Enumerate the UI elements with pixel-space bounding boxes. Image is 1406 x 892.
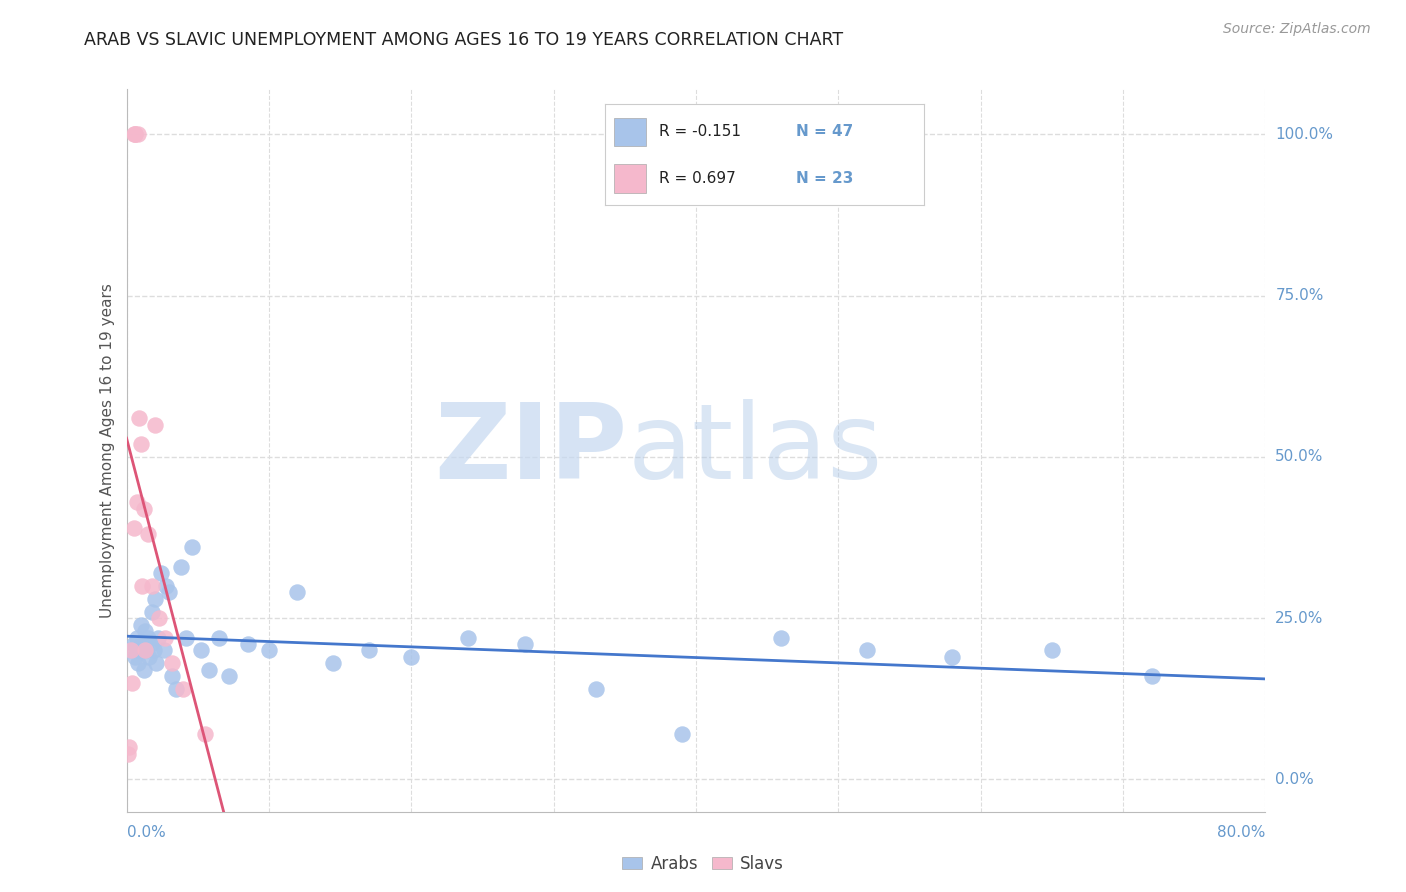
- Point: [141, 605, 163, 619]
- Point: [190, 643, 212, 657]
- Text: ARAB VS SLAVIC UNEMPLOYMENT AMONG AGES 16 TO 19 YEARS CORRELATION CHART: ARAB VS SLAVIC UNEMPLOYMENT AMONG AGES 1…: [84, 31, 844, 49]
- Point: [129, 437, 152, 451]
- Point: [198, 663, 221, 677]
- Point: [143, 591, 166, 606]
- Point: [176, 631, 198, 645]
- Point: [120, 643, 142, 657]
- Point: [117, 747, 139, 761]
- Point: [153, 631, 176, 645]
- Point: [134, 624, 156, 639]
- Text: 25.0%: 25.0%: [1275, 611, 1323, 625]
- Point: [127, 128, 149, 142]
- Point: [155, 579, 177, 593]
- Point: [124, 128, 146, 142]
- Point: [132, 501, 155, 516]
- Point: [855, 643, 877, 657]
- Point: [208, 631, 231, 645]
- Text: 50.0%: 50.0%: [1275, 450, 1323, 465]
- Point: [236, 637, 259, 651]
- Text: Source: ZipAtlas.com: Source: ZipAtlas.com: [1223, 22, 1371, 37]
- Point: [181, 540, 204, 554]
- Text: 0.0%: 0.0%: [1275, 772, 1315, 787]
- Text: 100.0%: 100.0%: [1275, 127, 1333, 142]
- Point: [257, 643, 280, 657]
- Point: [131, 637, 153, 651]
- Point: [120, 643, 142, 657]
- Point: [127, 657, 149, 671]
- Point: [357, 643, 380, 657]
- Point: [122, 128, 145, 142]
- Point: [322, 657, 344, 671]
- Point: [121, 675, 143, 690]
- Point: [136, 527, 159, 541]
- Point: [671, 727, 693, 741]
- Text: 0.0%: 0.0%: [127, 824, 166, 839]
- Point: [152, 643, 174, 657]
- Text: atlas: atlas: [627, 400, 883, 501]
- Point: [134, 643, 156, 657]
- Text: ZIP: ZIP: [434, 400, 627, 501]
- Point: [138, 649, 160, 664]
- Point: [287, 585, 309, 599]
- Point: [128, 411, 150, 425]
- Point: [941, 649, 963, 664]
- Point: [149, 566, 172, 580]
- Point: [135, 643, 157, 657]
- Point: [118, 740, 141, 755]
- Point: [143, 417, 166, 432]
- Text: 75.0%: 75.0%: [1275, 288, 1323, 303]
- Point: [122, 637, 145, 651]
- Point: [160, 669, 183, 683]
- Point: [1140, 669, 1163, 683]
- Point: [124, 649, 146, 664]
- Point: [122, 521, 145, 535]
- Y-axis label: Unemployment Among Ages 16 to 19 years: Unemployment Among Ages 16 to 19 years: [100, 283, 115, 618]
- Point: [157, 585, 180, 599]
- Legend: Arabs, Slavs: Arabs, Slavs: [616, 848, 790, 880]
- Point: [125, 495, 148, 509]
- Point: [457, 631, 479, 645]
- Point: [129, 617, 152, 632]
- Point: [160, 657, 183, 671]
- Point: [142, 643, 165, 657]
- Point: [139, 637, 162, 651]
- Point: [1040, 643, 1063, 657]
- Point: [194, 727, 217, 741]
- Point: [136, 631, 159, 645]
- Point: [146, 631, 169, 645]
- Point: [128, 643, 150, 657]
- Text: 80.0%: 80.0%: [1218, 824, 1265, 839]
- Point: [169, 559, 191, 574]
- Point: [132, 663, 155, 677]
- Point: [585, 682, 607, 697]
- Point: [125, 631, 148, 645]
- Point: [145, 657, 167, 671]
- Point: [131, 579, 153, 593]
- Point: [172, 682, 194, 697]
- Point: [124, 128, 146, 142]
- Point: [148, 611, 170, 625]
- Point: [141, 579, 163, 593]
- Point: [515, 637, 537, 651]
- Point: [401, 649, 423, 664]
- Point: [218, 669, 240, 683]
- Point: [165, 682, 187, 697]
- Point: [770, 631, 793, 645]
